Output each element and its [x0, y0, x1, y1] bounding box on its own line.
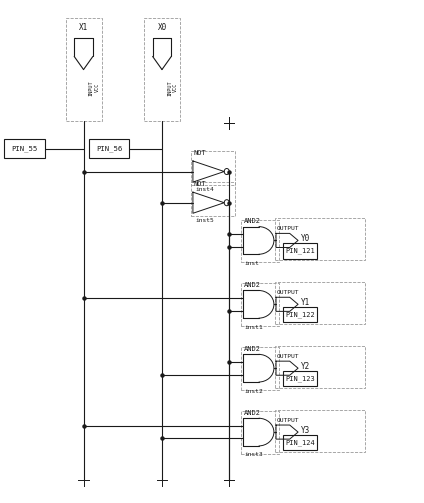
Text: OUTPUT: OUTPUT	[277, 290, 299, 295]
Bar	[275, 346, 365, 388]
Text: inst3: inst3	[245, 453, 263, 457]
Bar	[89, 139, 129, 158]
Text: AND2: AND2	[243, 218, 260, 224]
Text: PIN_55: PIN_55	[11, 145, 37, 152]
Bar	[275, 282, 365, 324]
Text: INPUT: INPUT	[167, 80, 172, 96]
Text: AND2: AND2	[243, 282, 260, 288]
Bar	[275, 410, 365, 452]
Text: Y2: Y2	[301, 362, 310, 371]
Bar	[283, 371, 318, 386]
Bar	[275, 218, 365, 260]
Text: PIN_123: PIN_123	[285, 375, 315, 382]
Text: NOT: NOT	[194, 181, 206, 187]
Bar	[4, 139, 45, 158]
Text: inst4: inst4	[195, 187, 214, 192]
Text: OUTPUT: OUTPUT	[277, 417, 299, 423]
Text: inst2: inst2	[245, 388, 263, 393]
Bar	[283, 243, 318, 259]
Text: X0: X0	[158, 23, 167, 32]
Text: AND2: AND2	[243, 346, 260, 352]
Bar	[241, 348, 279, 390]
Text: OUTPUT: OUTPUT	[277, 226, 299, 231]
Text: VCC: VCC	[173, 83, 178, 93]
Text: AND2: AND2	[243, 410, 260, 415]
Text: PIN_56: PIN_56	[96, 145, 122, 152]
Bar	[241, 220, 279, 263]
Bar	[241, 284, 279, 326]
Text: PIN_121: PIN_121	[285, 247, 315, 255]
Text: VCC: VCC	[95, 83, 100, 93]
Bar	[144, 18, 180, 121]
Text: OUTPUT: OUTPUT	[277, 354, 299, 359]
Text: INPUT: INPUT	[89, 80, 94, 96]
Text: X1: X1	[79, 23, 88, 32]
Text: Y3: Y3	[301, 426, 310, 435]
Bar	[283, 307, 318, 322]
Bar	[66, 18, 102, 121]
Text: Y1: Y1	[301, 298, 310, 307]
Text: inst1: inst1	[245, 325, 263, 329]
Bar	[283, 435, 318, 450]
Bar	[241, 411, 279, 454]
Text: PIN_122: PIN_122	[285, 311, 315, 318]
Bar	[191, 182, 235, 216]
Text: Y0: Y0	[301, 234, 310, 243]
Text: inst5: inst5	[195, 218, 214, 223]
Text: inst: inst	[245, 261, 259, 266]
Text: NOT: NOT	[194, 150, 206, 156]
Bar	[191, 151, 235, 185]
Text: PIN_124: PIN_124	[285, 439, 315, 446]
